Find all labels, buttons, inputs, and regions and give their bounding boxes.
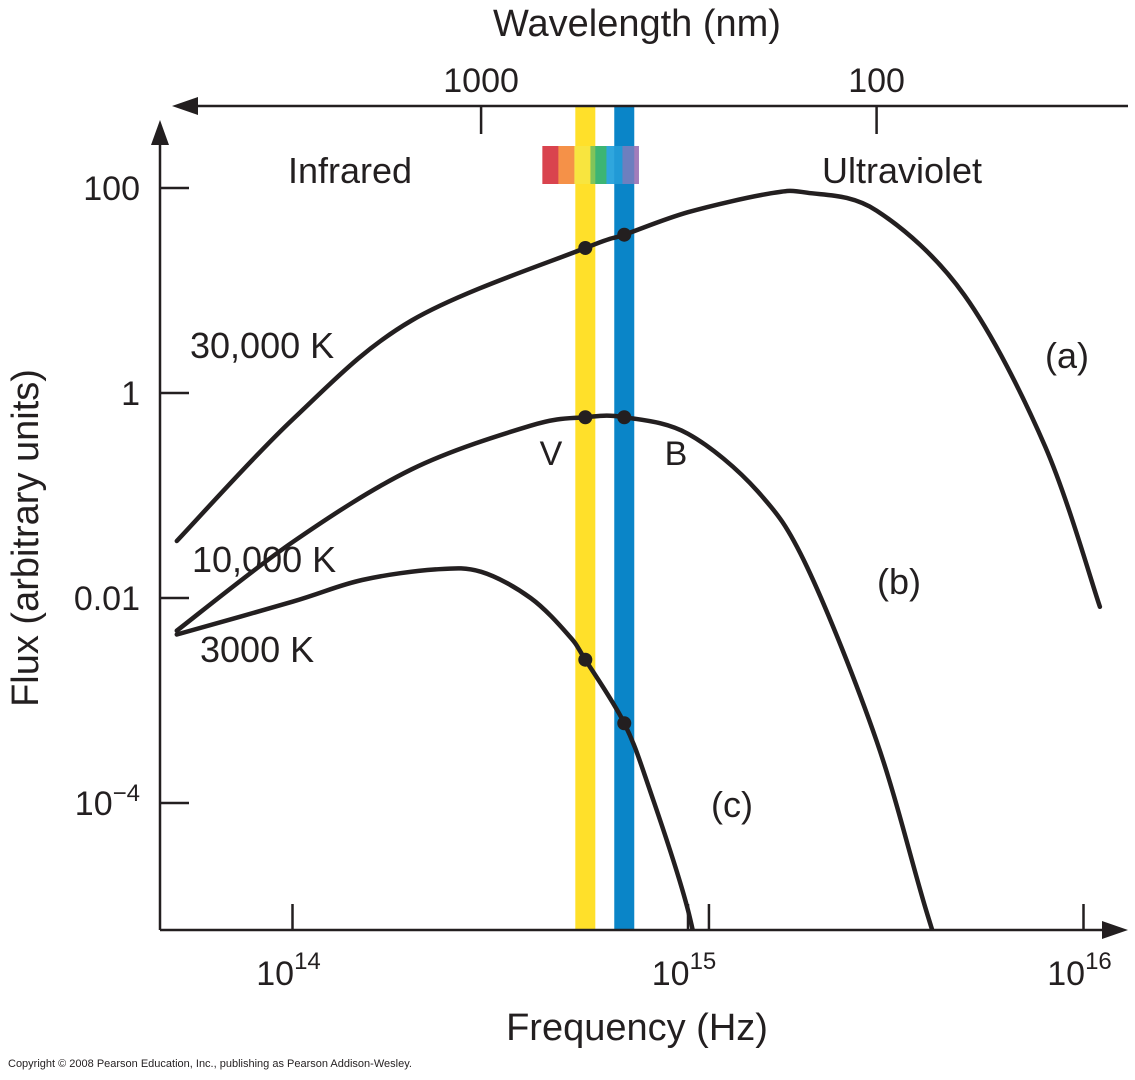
marker-30000k [578,240,593,255]
y-tick-label: 100 [83,170,140,208]
blackbody-curves [174,188,1103,930]
spectrum-swatch [574,146,591,184]
marker-10000k [617,410,632,425]
band-label-v: V [540,435,563,473]
axes [151,97,1128,939]
series-lines [174,188,1103,930]
series-id-10000k: (b) [877,561,921,602]
x-tick-label: 1014 [256,948,321,993]
x-tick-label: 1016 [1047,948,1112,993]
y-axis-arrow [151,120,169,145]
x-tick-label: 1015 [652,948,717,993]
series-id-3000k: (c) [711,784,753,825]
marker-10000k [578,410,593,425]
spectrum-swatch [558,146,575,184]
top-tick-label: 100 [848,62,905,100]
series-name-3000k: 3000 K [200,629,314,670]
labels: 100 1 0.01 10−4 1014 1015 1016 1000 100 Wavelengt… [5,3,1112,1049]
band-overlay-v [575,146,596,184]
series-name-30000k: 30,000 K [190,325,334,366]
spectrum-swatch [590,146,607,184]
top-axis-title: Wavelength (nm) [493,3,781,45]
x-axis-arrow [1102,921,1128,939]
top-axis-arrow [172,97,198,115]
y-tick-label: 1 [121,375,140,413]
series-id-30000k: (a) [1045,335,1089,376]
band-overlay-b [614,146,635,184]
spectrum-swatch [606,146,623,184]
marker-3000k [578,652,593,667]
y-axis-title: Flux (arbitrary units) [5,369,47,707]
y-tick-label: 10−4 [75,780,140,823]
y-tick-label: 0.01 [74,580,140,618]
band-v [575,106,596,930]
top-tick-label: 1000 [443,62,519,100]
copyright-notice: Copyright © 2008 Pearson Education, Inc.… [8,1058,412,1070]
marker-3000k [617,716,632,731]
band-label-b: B [665,435,688,473]
x-axis-title: Frequency (Hz) [506,1007,768,1049]
curve-30000k [174,188,1103,610]
curve-10000k [174,413,935,930]
series-name-10000k: 10,000 K [192,539,336,580]
curve-3000k [174,566,696,930]
spectrum-swatch [542,146,559,184]
region-label-ultraviolet: Ultraviolet [822,150,982,191]
spectrum-swatch [622,146,639,184]
region-label-infrared: Infrared [288,150,412,191]
marker-30000k [617,227,632,242]
